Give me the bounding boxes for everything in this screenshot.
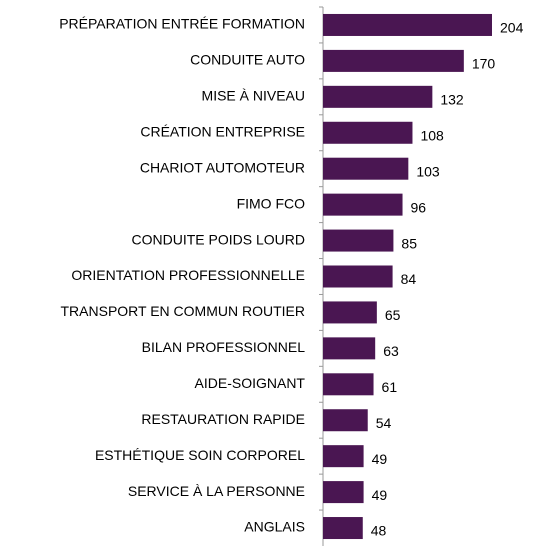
value-label: 84 bbox=[401, 271, 417, 287]
bar bbox=[323, 265, 393, 288]
bar bbox=[323, 121, 413, 144]
category-label: ORIENTATION PROFESSIONNELLE bbox=[71, 267, 305, 283]
bar bbox=[323, 409, 368, 432]
bar bbox=[323, 517, 363, 540]
category-label: CRÉATION ENTREPRISE bbox=[140, 123, 305, 139]
bar bbox=[323, 157, 409, 180]
bar bbox=[323, 301, 377, 324]
value-label: 96 bbox=[411, 199, 427, 215]
bar bbox=[323, 49, 464, 72]
category-label: SERVICE À LA PERSONNE bbox=[128, 483, 305, 499]
category-label: FIMO FCO bbox=[237, 195, 306, 211]
category-label: PRÉPARATION ENTRÉE FORMATION bbox=[59, 16, 305, 32]
bar bbox=[323, 481, 364, 504]
value-label: 61 bbox=[382, 379, 398, 395]
value-label: 170 bbox=[472, 56, 496, 72]
category-label: CONDUITE POIDS LOURD bbox=[132, 231, 305, 247]
category-label: CONDUITE AUTO bbox=[190, 52, 305, 68]
category-label: RESTAURATION RAPIDE bbox=[141, 411, 305, 427]
bar bbox=[323, 193, 403, 216]
category-label: ANGLAIS bbox=[244, 519, 305, 535]
value-label: 49 bbox=[372, 487, 388, 503]
category-label: CHARIOT AUTOMOTEUR bbox=[140, 159, 305, 175]
category-label: AIDE-SOIGNANT bbox=[195, 375, 306, 391]
value-label: 85 bbox=[401, 235, 417, 251]
value-label: 54 bbox=[376, 415, 392, 431]
category-label: TRANSPORT EN COMMUN ROUTIER bbox=[61, 303, 306, 319]
value-label: 204 bbox=[500, 20, 524, 36]
bar bbox=[323, 373, 374, 396]
bar bbox=[323, 229, 394, 252]
value-label: 49 bbox=[372, 451, 388, 467]
value-label: 108 bbox=[420, 127, 444, 143]
bar bbox=[323, 337, 376, 360]
value-label: 103 bbox=[416, 163, 440, 179]
category-label: ESTHÉTIQUE SOIN CORPOREL bbox=[95, 447, 305, 463]
value-label: 48 bbox=[371, 523, 387, 539]
bar bbox=[323, 85, 433, 108]
category-label: BILAN PROFESSIONNEL bbox=[142, 339, 306, 355]
value-label: 132 bbox=[440, 92, 464, 108]
bar bbox=[323, 445, 364, 468]
bar bbox=[323, 13, 492, 36]
value-label: 65 bbox=[385, 307, 401, 323]
value-label: 63 bbox=[383, 343, 399, 359]
category-label: MISE À NIVEAU bbox=[202, 88, 305, 104]
